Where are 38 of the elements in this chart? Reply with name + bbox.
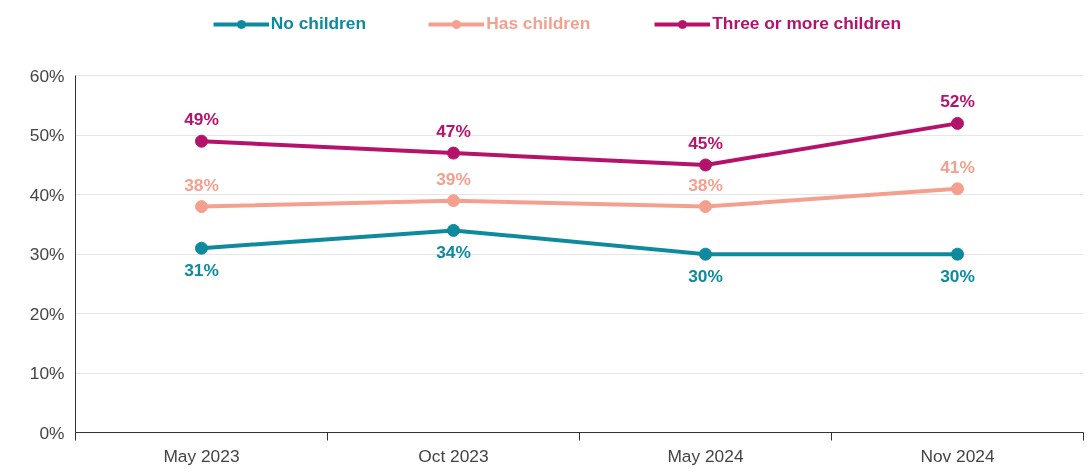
point	[195, 241, 208, 255]
x-tick-label: May 2024	[667, 445, 744, 466]
data-label: 38%	[688, 174, 723, 195]
point	[951, 182, 964, 196]
y-tick-label: 60%	[29, 65, 65, 86]
x-tick-label: May 2023	[163, 445, 240, 466]
data-label: 30%	[688, 266, 723, 287]
point	[447, 223, 460, 237]
y-tick-label: 10%	[29, 363, 65, 384]
legend-label: Three or more children	[712, 13, 901, 34]
legend-label: No children	[270, 13, 367, 34]
point	[447, 194, 460, 208]
y-tick-label: 40%	[29, 184, 65, 205]
point	[195, 200, 208, 214]
y-tick-label: 50%	[29, 125, 65, 146]
data-label: 41%	[940, 156, 975, 177]
point	[951, 247, 964, 261]
point	[447, 146, 460, 160]
point	[699, 200, 712, 214]
y-tick-label: 30%	[29, 244, 65, 265]
point	[699, 158, 712, 172]
point	[951, 116, 964, 130]
data-label: 34%	[436, 242, 471, 263]
point	[699, 247, 712, 261]
data-label: 49%	[184, 109, 219, 130]
data-label: 39%	[436, 168, 471, 189]
data-label: 38%	[184, 174, 219, 195]
y-tick-label: 0%	[39, 422, 65, 443]
point	[195, 134, 208, 148]
y-tick-label: 20%	[29, 303, 65, 324]
data-label: 45%	[688, 133, 723, 153]
x-tick-label: Oct 2023	[418, 445, 489, 466]
x-tick-label: Nov 2024	[920, 445, 995, 466]
data-label: 47%	[436, 121, 471, 142]
legend-label: Has children	[486, 13, 591, 34]
data-label: 31%	[184, 260, 219, 281]
data-label: 30%	[940, 266, 975, 287]
data-label: 52%	[940, 91, 975, 112]
